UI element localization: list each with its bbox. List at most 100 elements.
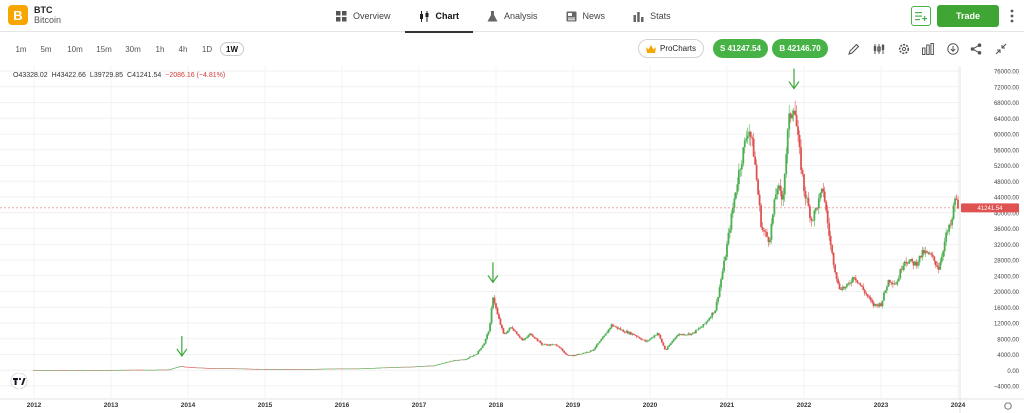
candle-body	[212, 368, 215, 369]
candle-body	[508, 328, 511, 331]
candle-body	[695, 329, 697, 333]
candle-body	[785, 154, 788, 174]
candle-body	[326, 368, 329, 370]
news-icon	[566, 11, 577, 22]
candle-body	[669, 343, 672, 346]
candle-body	[216, 368, 219, 369]
timeframe-30m[interactable]: 30m	[125, 44, 141, 54]
candle-body	[681, 334, 684, 335]
candle-body	[167, 369, 170, 371]
indicators-icon[interactable]	[873, 43, 885, 55]
candle-body	[854, 278, 857, 281]
candle-body	[59, 370, 62, 371]
x-tick-label: 2015	[258, 402, 273, 409]
candle-body	[133, 369, 136, 371]
candle-body	[911, 259, 913, 262]
candle-body	[543, 344, 546, 345]
tab-news[interactable]: News	[552, 0, 620, 32]
candle-body	[601, 337, 604, 340]
candle-body	[301, 369, 303, 370]
candle-body	[613, 326, 616, 327]
timeframe-15m[interactable]: 15m	[96, 44, 112, 54]
candle-body	[357, 368, 360, 370]
candle-body	[314, 369, 317, 370]
candle-body	[95, 370, 98, 371]
candle-body	[646, 340, 648, 342]
timeframe-1m[interactable]: 1m	[15, 44, 27, 54]
tab-analysis[interactable]: Analysis	[473, 0, 552, 32]
nav-tabs: Overview Chart Analysis News Stats	[322, 0, 685, 33]
candle-body	[428, 365, 431, 367]
candle-body	[766, 232, 768, 237]
tab-overview-label: Overview	[353, 11, 391, 21]
candle-body	[674, 337, 677, 340]
candle-body	[341, 368, 343, 370]
candle-body	[915, 261, 918, 266]
candle-body	[657, 333, 660, 335]
candle-body	[697, 328, 700, 330]
y-tick-label: 68000.00	[994, 101, 1020, 107]
candle-body	[714, 310, 717, 314]
candle-body	[65, 370, 68, 371]
candle-body	[104, 370, 106, 371]
tab-news-label: News	[582, 11, 606, 21]
candle-body	[73, 370, 75, 371]
candle-body	[472, 355, 475, 357]
timeframe-4h[interactable]: 4h	[178, 44, 188, 54]
candle-body	[706, 320, 709, 322]
tab-chart[interactable]: Chart	[404, 0, 474, 33]
candle-body	[132, 369, 135, 371]
candle-body	[255, 368, 258, 370]
candle-body	[384, 367, 386, 369]
candle-body	[499, 318, 502, 325]
candle-body	[96, 370, 99, 371]
download-icon[interactable]	[947, 43, 959, 55]
candle-body	[900, 269, 903, 271]
candle-body	[318, 368, 321, 370]
procharts-button[interactable]: ProCharts	[638, 39, 704, 58]
tradingview-logo-icon[interactable]	[9, 372, 29, 390]
candle-body	[851, 277, 854, 283]
pencil-icon[interactable]	[848, 43, 860, 55]
y-tick-label: 76000.00	[994, 70, 1020, 76]
candle-body	[403, 366, 406, 368]
candle-body	[126, 369, 129, 371]
settings-icon[interactable]	[898, 43, 910, 55]
sell-price-button[interactable]: S 41247.54	[713, 39, 768, 58]
candle-body	[652, 337, 654, 338]
candle-body	[672, 339, 675, 342]
candle-body	[250, 368, 253, 370]
tab-overview[interactable]: Overview	[322, 0, 405, 32]
trade-button[interactable]: Trade	[937, 5, 999, 27]
timeframe-1d[interactable]: 1D	[201, 44, 213, 54]
tab-stats[interactable]: Stats	[619, 0, 685, 32]
buy-price-button[interactable]: B 42146.70	[772, 39, 828, 58]
price-chart[interactable]: 76000.00 72000.00 68000.00 64000.00 60000.00…	[0, 66, 1024, 413]
candle-body	[847, 283, 850, 285]
candle-body	[84, 370, 87, 371]
candle-body	[663, 345, 666, 350]
candle-body	[684, 334, 687, 336]
chart-type-icon[interactable]	[922, 43, 934, 55]
candle-body	[209, 368, 212, 369]
share-icon[interactable]	[970, 43, 982, 55]
candle-body	[533, 336, 536, 339]
candle-body	[560, 347, 563, 349]
collapse-icon[interactable]	[995, 43, 1007, 55]
timeframe-10m[interactable]: 10m	[67, 44, 83, 54]
candle-body	[623, 331, 626, 333]
candle-body	[188, 367, 191, 368]
candle-body	[495, 303, 497, 309]
timeframe-5m[interactable]: 5m	[40, 44, 52, 54]
more-options-button[interactable]	[1007, 6, 1017, 26]
timeframe-1w[interactable]: 1W	[220, 42, 244, 56]
candle-body	[529, 333, 531, 336]
candle-body	[435, 364, 438, 366]
add-to-watchlist-button[interactable]	[911, 6, 931, 26]
candle-body	[690, 333, 693, 335]
timeframe-1h[interactable]: 1h	[155, 44, 165, 54]
candle-body	[849, 283, 851, 284]
asset-identity[interactable]: B BTC Bitcoin	[8, 5, 61, 25]
candle-body	[888, 279, 891, 283]
candle-body	[327, 368, 330, 370]
